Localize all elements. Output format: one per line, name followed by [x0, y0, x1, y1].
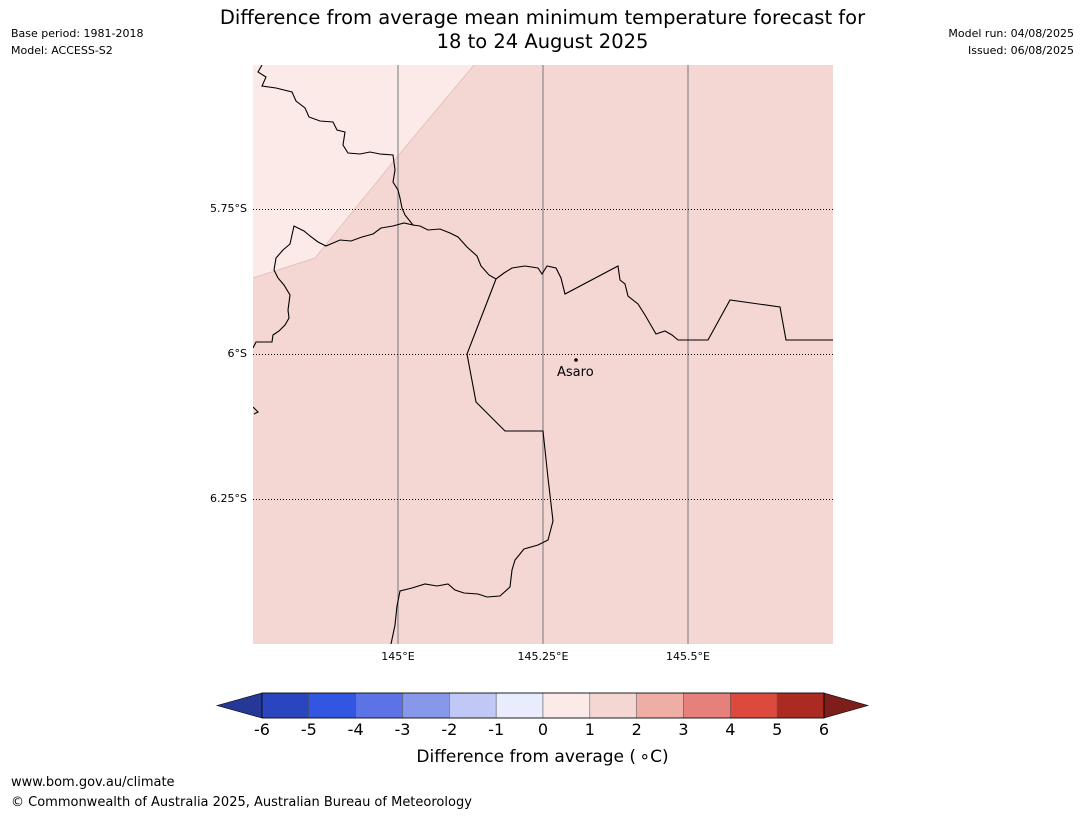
colorbar-tick-label: -2	[441, 720, 458, 739]
colorbar-segment	[636, 692, 684, 719]
title-line-1: Difference from average mean minimum tem…	[219, 6, 866, 29]
colorbar-segment	[308, 692, 356, 719]
colorbar-tick-label: 6	[818, 720, 830, 739]
anomaly-fill-0-1	[253, 65, 474, 278]
lat-label-6-25: 6.25°S	[210, 492, 247, 505]
map-area	[253, 65, 833, 644]
lat-label-6: 6°S	[227, 347, 247, 360]
colorbar-ticks: -6 -5 -4 -3 -2 -1 0 1 2 3 4 5 6	[0, 720, 1085, 740]
colorbar-segment	[776, 692, 825, 719]
lon-label-145-5: 145.5°E	[666, 650, 710, 663]
colorbar-segment	[683, 692, 731, 719]
model-run-text: Model run: 04/08/2025	[948, 27, 1074, 40]
map-title: Difference from average mean minimum tem…	[0, 6, 1085, 54]
border-west	[253, 65, 415, 349]
border-edge-fragment	[253, 406, 259, 415]
footer-copyright: © Commonwealth of Australia 2025, Austra…	[11, 795, 472, 810]
colorbar-extend-low	[215, 692, 263, 719]
colorbar-tick-label: 1	[584, 720, 595, 739]
colorbar-tick-label: 2	[631, 720, 642, 739]
title-line-2: 18 to 24 August 2025	[436, 30, 649, 53]
meta-left: Base period: 1981-2018 Model: ACCESS-S2	[11, 25, 143, 59]
colorbar-tick-label: 5	[772, 720, 783, 739]
colorbar-extend-high	[823, 692, 870, 719]
colorbar-segment	[730, 692, 778, 719]
colorbar-segment	[542, 692, 591, 719]
border-north	[412, 224, 833, 341]
border-south	[390, 278, 554, 644]
colorbar-segment	[589, 692, 637, 719]
colorbar-outline	[261, 692, 825, 719]
lon-label-145-25: 145.25°E	[517, 650, 569, 663]
colorbar-tick-label: 0	[537, 720, 549, 739]
colorbar-tick-label: 3	[678, 720, 689, 739]
asaro-marker	[574, 358, 578, 362]
colorbar-tick-label: -3	[394, 720, 411, 739]
colorbar-tick-label: -4	[347, 720, 364, 739]
colorbar-segment	[355, 692, 403, 719]
colorbar-tick-label: -5	[300, 720, 317, 739]
colorbar-segment	[261, 692, 310, 719]
place-label-asaro: Asaro	[557, 365, 594, 380]
model-text: Model: ACCESS-S2	[11, 44, 113, 57]
colorbar-segment	[495, 692, 544, 719]
colorbar-tick-label: -1	[488, 720, 505, 739]
colorbar-tick-label: 4	[725, 720, 736, 739]
footer-url: www.bom.gov.au/climate	[11, 775, 175, 790]
colorbar-tick-label: -6	[254, 720, 270, 739]
colorbar-segment	[449, 692, 497, 719]
colorbar	[215, 692, 870, 719]
lon-label-145: 145°E	[381, 650, 415, 663]
colorbar-segment	[402, 692, 450, 719]
base-period-text: Base period: 1981-2018	[11, 27, 144, 40]
anomaly-contour	[253, 65, 475, 279]
colorbar-label: Difference from average ( ∘C)	[416, 747, 669, 767]
lat-label-5-75: 5.75°S	[210, 202, 247, 215]
issued-text: Issued: 06/08/2025	[967, 44, 1074, 57]
meta-right: Model run: 04/08/2025 Issued: 06/08/2025	[948, 25, 1074, 59]
